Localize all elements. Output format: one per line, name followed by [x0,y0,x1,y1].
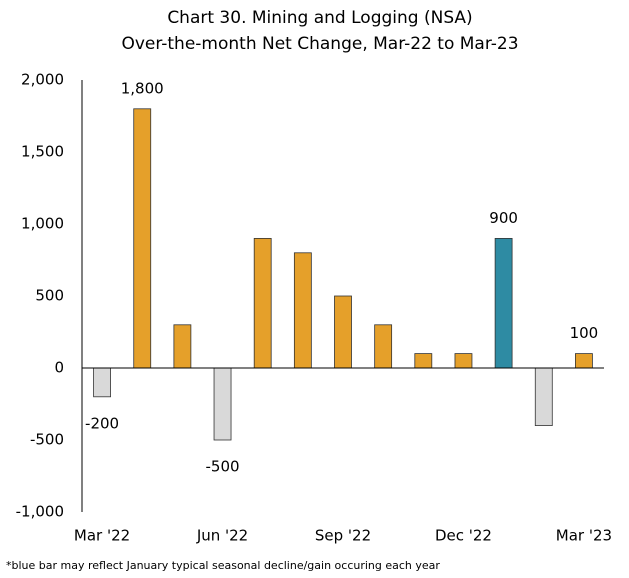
x-tick-label: Dec '22 [435,527,492,545]
bar [454,353,473,369]
chart-subtitle: Over-the-month Net Change, Mar-22 to Mar… [121,34,518,54]
data-label: -200 [85,414,119,432]
x-tick-label: Jun '22 [196,527,248,545]
bar [213,367,232,441]
data-label: 100 [570,324,599,342]
data-label: 1,800 [121,79,164,97]
y-tick-label: -500 [30,431,64,449]
x-tick-label: Mar '22 [74,527,130,545]
bar [414,353,433,369]
y-tick-label: 1,000 [21,215,64,233]
bar [575,353,593,369]
bar [374,324,393,369]
data-label: 900 [489,209,518,227]
bar [534,367,553,426]
bar [93,367,111,398]
y-tick-label: 500 [35,287,64,305]
bar [334,295,352,369]
y-tick-label: 2,000 [21,71,64,89]
bar [133,108,152,369]
bar [293,252,312,369]
footnote: *blue bar may reflect January typical se… [6,559,440,572]
bar [173,324,192,369]
y-tick-label: 1,500 [21,143,64,161]
y-tick-label: 0 [54,359,64,377]
bar [494,237,513,369]
x-tick-label: Mar '23 [556,527,612,545]
y-tick-label: -1,000 [16,503,64,521]
data-label: -500 [206,458,240,476]
chart-title: Chart 30. Mining and Logging (NSA) [167,8,472,28]
x-tick-label: Sep '22 [315,527,371,545]
bar [253,237,272,369]
